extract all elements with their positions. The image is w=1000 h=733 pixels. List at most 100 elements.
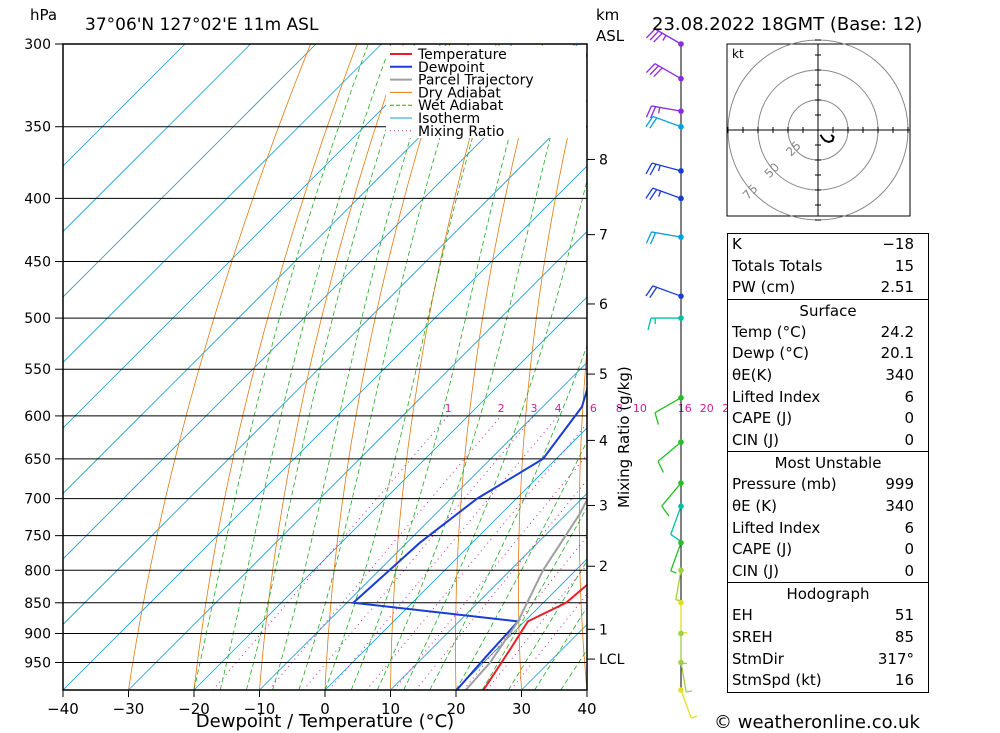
- y-tick-label: 700: [24, 492, 51, 508]
- legend-bg: [386, 46, 586, 138]
- mixing-ratio-label: 10: [633, 402, 647, 415]
- x-tick-label: 20: [446, 700, 465, 718]
- isotherm-line: [63, 44, 382, 364]
- row-label: CIN (J): [732, 430, 780, 449]
- wind-barb-flag: [647, 317, 652, 331]
- footer-copyright[interactable]: © weatheronline.co.uk: [714, 712, 920, 733]
- y-tick-label: 750: [24, 529, 51, 545]
- table-row: Lifted Index 6: [728, 387, 928, 409]
- row-value: 0: [904, 540, 914, 559]
- wind-barb-shaft: [652, 187, 682, 199]
- wet-adiabat-line: [403, 178, 587, 690]
- km-tick-label: 5: [599, 367, 608, 383]
- table-row: K −18: [728, 234, 928, 256]
- km-tick-label: 1: [599, 622, 608, 638]
- wet-adiabat-line: [272, 44, 441, 690]
- row-label: CIN (J): [732, 561, 780, 580]
- row-value: 0: [904, 430, 914, 449]
- isotherm-line: [455, 558, 587, 690]
- legend-label: Wet Adiabat: [418, 98, 504, 114]
- legend-label: Dewpoint: [418, 60, 485, 76]
- wind-barb-flag: [645, 162, 653, 175]
- table-row: CIN (J) 0: [728, 561, 928, 583]
- isotherm-line: [193, 296, 587, 690]
- mixing-ratio-line: [366, 422, 587, 690]
- wind-barb-shaft: [661, 482, 682, 507]
- profile-lines: [350, 386, 587, 690]
- mixing-ratio-line: [328, 415, 559, 690]
- location-title: 37°06'N 127°02'E 11m ASL: [85, 15, 319, 35]
- wind-barb-half: [662, 34, 667, 41]
- row-label: θE(K): [732, 365, 773, 384]
- wind-barb-flag: [653, 32, 663, 43]
- y-tick-label: 300: [24, 37, 51, 53]
- wind-barb-half: [658, 107, 661, 114]
- wind-barb-half: [658, 190, 662, 197]
- dry-adiabat-line: [455, 44, 543, 690]
- table-row: Pressure (mb) 999: [728, 474, 928, 496]
- y-tick-label: 800: [24, 563, 51, 579]
- hpa-label: hPa: [30, 6, 57, 24]
- y-tick-label: 350: [24, 120, 51, 136]
- table-row: StmDir 317°: [728, 649, 928, 671]
- row-value: 0: [904, 561, 914, 580]
- table-row: Dewp (°C) 20.1: [728, 343, 928, 365]
- row-label: CAPE (J): [732, 540, 793, 559]
- x-tick-label: −30: [113, 700, 145, 718]
- wind-barb-flag: [653, 67, 663, 78]
- hodograph-title: Hodograph: [786, 585, 870, 604]
- row-value: 6: [904, 387, 914, 406]
- wind-barb-flag: [654, 412, 660, 425]
- wet-adiabat-line: [429, 344, 587, 690]
- table-row: SREH 85: [728, 627, 928, 649]
- wind-barb-flag: [645, 28, 656, 39]
- dry-adiabat-line: [324, 44, 451, 690]
- mixing-ratio-label: 8: [616, 402, 623, 415]
- table-row: Temp (°C) 24.2: [728, 322, 928, 344]
- table-row: EH 51: [728, 605, 928, 627]
- table-row: CAPE (J) 0: [728, 408, 928, 430]
- km-tick-label: 7: [599, 228, 608, 244]
- y-tick-label: 600: [24, 409, 51, 425]
- wind-barb-flag: [649, 232, 657, 245]
- wind-barb-shaft: [654, 397, 682, 414]
- row-label: CAPE (J): [732, 409, 793, 428]
- row-value: 999: [885, 475, 914, 494]
- y-tick-label: 900: [24, 626, 51, 642]
- wind-barb-flag: [645, 231, 653, 244]
- wind-barb-flag: [649, 189, 658, 201]
- legend-label: Isotherm: [418, 111, 480, 127]
- row-value: 15: [894, 256, 914, 275]
- row-value: 2.51: [880, 278, 914, 297]
- profile-dewpoint: [350, 386, 587, 690]
- legend-label: Dry Adiabat: [418, 85, 501, 101]
- wind-barbs: [645, 28, 698, 719]
- mixing-ratio-label: 20: [700, 402, 714, 415]
- wind-barb-shaft: [680, 689, 692, 719]
- datetime-title: 23.08.2022 18GMT (Base: 12): [652, 14, 922, 35]
- km-tick-label: 3: [599, 498, 608, 514]
- wind-barb-flag: [657, 461, 665, 473]
- wet-adiabat-line: [298, 44, 469, 690]
- row-value: −18: [882, 235, 914, 253]
- wind-barb-half: [670, 570, 677, 574]
- wind-barb-shaft: [651, 162, 682, 172]
- row-value: 20.1: [880, 344, 914, 363]
- dry-adiabat-line: [638, 44, 682, 690]
- row-value: 340: [885, 496, 914, 515]
- km-tick-label: 8: [599, 152, 608, 168]
- row-value: 6: [904, 518, 914, 537]
- isotherm-line: [128, 230, 587, 690]
- wind-barb-flag: [645, 105, 653, 118]
- isotherm-line: [63, 44, 448, 429]
- isotherm-line: [324, 427, 587, 690]
- hodograph-section: Hodograph EH 51 SREH 85 StmDir 317° StmSpd …: [728, 582, 928, 691]
- isotherm-line: [63, 44, 579, 560]
- isobar-lines: [63, 43, 587, 663]
- table-row: Lifted Index 6: [728, 518, 928, 540]
- km-label: km: [596, 6, 619, 24]
- legend-label: Mixing Ratio: [418, 124, 504, 140]
- wind-barb-flag: [649, 163, 657, 176]
- wind-barb-flag: [649, 106, 657, 119]
